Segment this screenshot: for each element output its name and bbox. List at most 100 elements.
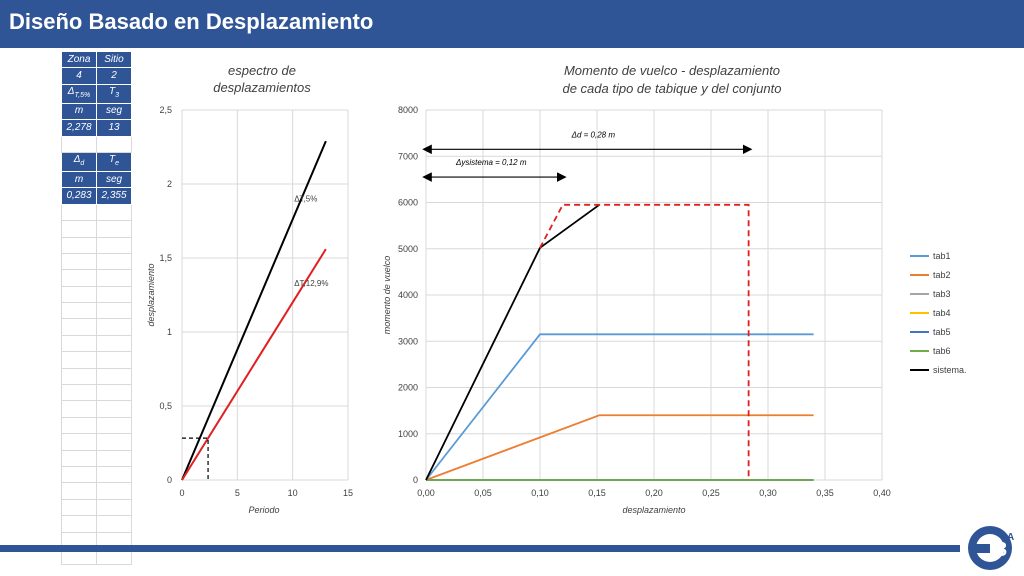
table-row — [61, 384, 132, 402]
table-row — [61, 449, 132, 467]
table-cell — [61, 203, 97, 222]
series-label-2: ΔT,12,9% — [294, 279, 328, 288]
table-cell: seg — [96, 170, 132, 189]
table-row — [61, 515, 132, 533]
table-cell: Δd — [61, 151, 97, 172]
footer-bar — [0, 545, 960, 552]
table-row: m seg — [61, 170, 132, 189]
x-axis-label: Periodo — [248, 505, 279, 515]
table-row — [61, 302, 132, 320]
table-cell — [96, 433, 132, 451]
chart-title-line1: espectro de — [228, 63, 296, 78]
table-cell — [96, 465, 132, 484]
y-tick-label: 2000 — [398, 383, 418, 393]
y-tick-label: 2 — [167, 179, 172, 189]
table-cell — [61, 498, 97, 517]
chart-espectro: 0 5 10 15 0 0,5 1 1,5 2 2,5 espectro de desplazamie… — [146, 63, 353, 515]
chart-title-line2: desplazamientos — [213, 80, 311, 95]
series-line-tab2 — [425, 414, 814, 481]
table-cell — [96, 515, 132, 533]
table-cell — [61, 465, 97, 484]
table-cell — [61, 433, 97, 451]
table-cell — [61, 416, 97, 435]
table-cell — [96, 220, 132, 238]
x-tick-label: 15 — [343, 488, 353, 498]
table-row — [61, 203, 132, 222]
table-cell: ΔT,5% — [61, 83, 97, 104]
legend-label-tab3: tab3 — [933, 289, 951, 299]
table-cell — [96, 449, 132, 467]
table-row: m seg — [61, 102, 132, 121]
table-cell — [96, 236, 132, 254]
table-cell — [61, 400, 97, 418]
table-cell — [61, 515, 97, 533]
table-cell — [96, 135, 132, 153]
table-cell — [61, 236, 97, 254]
table-row — [61, 482, 132, 500]
x-tick-label: 5 — [235, 488, 240, 498]
series-line-tab1 — [425, 333, 814, 481]
table-row — [61, 367, 132, 386]
x-tick-label: 0,05 — [474, 488, 492, 498]
y-tick-label: 0 — [413, 475, 418, 485]
table-cell — [61, 302, 97, 320]
table-row — [61, 269, 132, 287]
table-cell — [96, 302, 132, 320]
table-row — [61, 236, 132, 254]
y-tick-label: 1,5 — [159, 253, 172, 263]
y-tick-label: 0,5 — [159, 401, 172, 411]
table-cell — [96, 416, 132, 435]
x-tick-label: 0,40 — [873, 488, 891, 498]
table-cell — [61, 351, 97, 369]
x-tick-label: 0,20 — [645, 488, 663, 498]
x-tick-label: 0,10 — [531, 488, 549, 498]
chart-title-line1: Momento de vuelco - desplazamiento — [564, 63, 780, 78]
y-tick-label: 2,5 — [159, 105, 172, 115]
y-tick-label: 8000 — [398, 105, 418, 115]
table-row — [61, 252, 132, 271]
y-tick-label: 4000 — [398, 290, 418, 300]
y-tick-label: 5000 — [398, 244, 418, 254]
table-cell — [96, 318, 132, 336]
table-cell: Zona — [61, 50, 97, 69]
legend-label-tab2: tab2 — [933, 270, 951, 280]
y-tick-label: 0 — [167, 475, 172, 485]
table-cell — [96, 203, 132, 222]
table-cell: 4 — [61, 67, 97, 85]
parameters-table: Zona Sitio 4 2 ΔT,5% T3 m seg 2,278 13 Δd Te m seg 0,2… — [61, 50, 132, 566]
legend-label-sistema: sistema. — [933, 365, 967, 375]
series-line-1 — [181, 140, 327, 481]
annotation-label-2: Δysistema = 0,12 m — [455, 158, 527, 167]
legend-label-tab1: tab1 — [933, 251, 951, 261]
header-bar: Diseño Basado en Desplazamiento — [0, 0, 1024, 48]
table-cell — [61, 449, 97, 467]
table-cell: m — [61, 170, 97, 189]
logo-3a-icon: 3 A — [968, 526, 1014, 570]
y-axis-label: desplazamiento — [146, 263, 156, 326]
x-tick-label: 0,25 — [702, 488, 720, 498]
series-line-2 — [181, 248, 327, 481]
table-row: Zona Sitio — [61, 50, 132, 69]
table-cell: 13 — [96, 119, 132, 137]
table-row — [61, 334, 132, 353]
svg-text:3: 3 — [996, 539, 1007, 561]
y-tick-label: 6000 — [398, 198, 418, 208]
x-tick-label: 0,35 — [816, 488, 834, 498]
x-axis-label: desplazamiento — [622, 505, 685, 515]
table-row — [61, 531, 132, 549]
table-cell — [96, 400, 132, 418]
x-tick-label: 0 — [179, 488, 184, 498]
table-row — [61, 400, 132, 418]
table-cell — [96, 384, 132, 402]
y-axis-label: momento de vuelco — [382, 256, 392, 335]
table-cell — [61, 220, 97, 238]
x-tick-label: 0,00 — [417, 488, 435, 498]
table-cell: 2,355 — [96, 187, 132, 205]
table-cell: m — [61, 102, 97, 121]
table-row — [61, 351, 132, 369]
table-row — [61, 433, 132, 451]
table-cell — [96, 269, 132, 287]
table-row — [61, 498, 132, 517]
table-row — [61, 285, 132, 304]
